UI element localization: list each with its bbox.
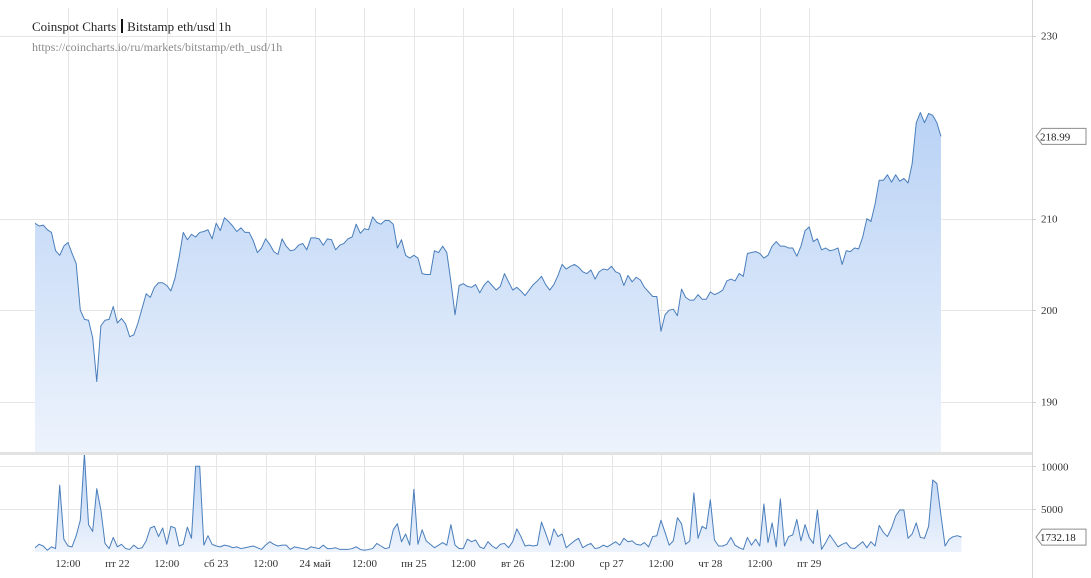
x-tick-label: 12:00: [550, 558, 576, 570]
x-tick-label: пт 29: [797, 558, 822, 570]
volume-series: [34, 452, 962, 552]
volume-last-value-box: [1035, 528, 1087, 546]
x-tick-label: 12:00: [747, 558, 773, 570]
pane-separator: [0, 452, 1032, 455]
x-tick-label: пн 25: [401, 558, 427, 570]
volume-y-tick-label: 5000: [1041, 504, 1064, 516]
volume-line: [34, 452, 962, 551]
x-tick-label: 12:00: [648, 558, 674, 570]
chart-header: Coinspot Charts Bitstamp eth/usd 1h https…: [32, 19, 282, 55]
price-last-value-box: [1035, 127, 1087, 145]
volume-y-tick-label: 10000: [1041, 461, 1069, 473]
price-area-fill: [35, 112, 941, 452]
x-tick-label: ср 27: [599, 558, 624, 570]
price-series: [34, 112, 942, 452]
volume-area-fill: [35, 453, 962, 552]
price-last-value-text: 218.99: [1040, 131, 1071, 143]
market-url: https://coincharts.io/ru/markets/bitstam…: [32, 40, 283, 54]
title-separator: [121, 19, 124, 33]
chart-title: Coinspot Charts Bitstamp eth/usd 1h: [32, 19, 282, 35]
x-tick-label: 12:00: [154, 558, 180, 570]
x-tick-label: сб 23: [204, 558, 229, 570]
price-y-tick-label: 230: [1041, 31, 1058, 43]
brand-name: Coinspot Charts: [32, 19, 117, 34]
x-tick-label: 12:00: [253, 558, 279, 570]
price-y-tick-label: 190: [1041, 397, 1058, 409]
price-y-tick-label: 210: [1041, 214, 1058, 226]
x-tick-label: 12:00: [352, 558, 378, 570]
x-tick-label: 12:00: [55, 558, 81, 570]
x-tick-label: вт 26: [501, 558, 525, 570]
volume-last-value-text: 1732.18: [1040, 532, 1076, 544]
price-line: [34, 112, 942, 383]
x-tick-label: 12:00: [451, 558, 477, 570]
market-label: Bitstamp eth/usd 1h: [127, 19, 232, 34]
price-y-tick-label: 200: [1041, 305, 1058, 317]
x-tick-label: 24 май: [299, 558, 331, 570]
x-tick-label: пт 22: [105, 558, 129, 570]
x-tick-label: чт 28: [698, 558, 723, 570]
